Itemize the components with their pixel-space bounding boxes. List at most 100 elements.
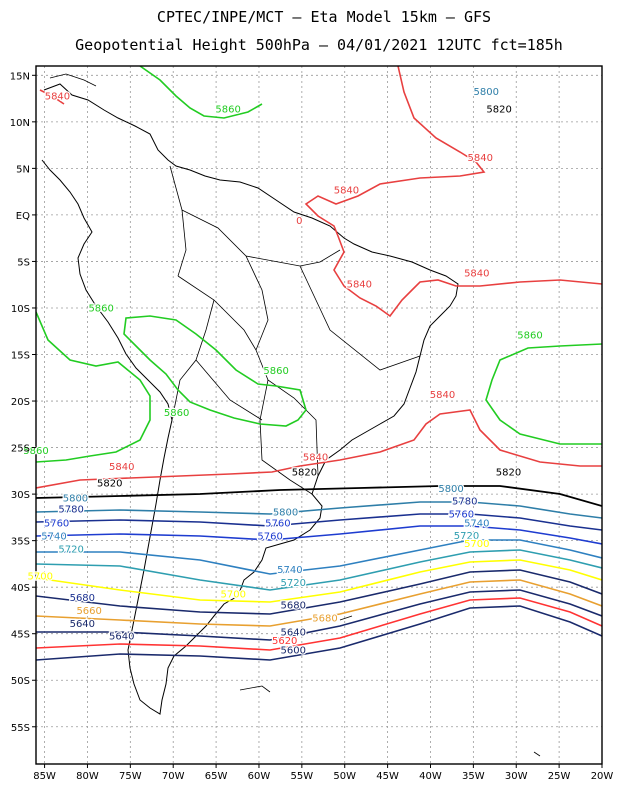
contour-label: 5800 (273, 508, 298, 519)
contour-label: 5860 (88, 304, 113, 315)
contour-label: 5840 (109, 462, 134, 473)
contour-label: 5740 (277, 565, 302, 576)
contour-label: 5860 (164, 408, 189, 419)
contour-label: 5700 (464, 539, 489, 550)
contour-label: 5860 (263, 366, 288, 377)
latitude-tick-label: 55S (11, 723, 30, 734)
longitude-tick-label: 20W (591, 771, 614, 782)
contour-label: 5840 (467, 153, 492, 164)
latitude-tick-label: 5S (17, 257, 30, 268)
contour-label: 5680 (70, 593, 95, 604)
longitude-tick-label: 85W (33, 771, 56, 782)
contour-label: 5760 (257, 532, 282, 543)
contour-label: 5840 (464, 268, 489, 279)
contour-label: 5640 (109, 631, 134, 642)
latitude-tick-label: 25S (11, 444, 30, 455)
contour-labels: 5840 5860 5800 5820 5840 5840 0 5840 5840 5860 586… (22, 86, 544, 658)
contour-label: 5700 (221, 589, 246, 600)
contour-label: 5860 (215, 105, 240, 116)
country-borders (169, 165, 421, 495)
contour-label: 5780 (452, 496, 477, 507)
contour-5860-north (139, 66, 263, 119)
contour-5600 (36, 605, 602, 661)
plot-area: 5840 5860 5800 5820 5840 5840 0 5840 5840 5860 586… (10, 65, 613, 782)
contour-label: 5740 (464, 519, 489, 530)
contour-label: 5720 (58, 545, 83, 556)
contour-5780 (36, 513, 602, 531)
latitude-tick-label: 10S (11, 304, 30, 315)
contour-5620 (36, 597, 602, 651)
longitude-tick-label: 45W (376, 771, 399, 782)
latitude-tick-label: 20S (11, 397, 30, 408)
contour-5640 (36, 589, 602, 641)
contour-5840-south (36, 409, 602, 489)
longitude-tick-label: 80W (76, 771, 99, 782)
longitude-tick-label: 65W (205, 771, 228, 782)
contour-5820 (36, 485, 602, 507)
contour-5840-northeast (304, 66, 602, 318)
latitude-tick-label: 10N (10, 118, 30, 129)
contour-label: 5820 (496, 467, 521, 478)
latitude-axis: 15N 10N 5N EQ 5S 10S 15S 20S 25S 30S 35S 40S 45S 50S 5… (10, 71, 36, 734)
contour-5760 (36, 525, 602, 545)
contour-label: 5640 (281, 628, 306, 639)
contour-label: 5800 (438, 484, 463, 495)
contour-5860-east (485, 343, 602, 445)
contour-5840-west (39, 89, 65, 105)
contour-5800 (36, 501, 602, 519)
longitude-tick-label: 25W (548, 771, 571, 782)
contour-5720 (36, 549, 602, 591)
contour-5740 (36, 539, 602, 575)
latitude-tick-label: 35S (11, 537, 30, 548)
contour-5860-central (36, 311, 151, 463)
contour-label: 5720 (281, 578, 306, 589)
longitude-tick-label: 75W (119, 771, 142, 782)
contour-5860-inner (123, 315, 307, 427)
coastline (41, 83, 459, 715)
longitude-tick-label: 40W (419, 771, 442, 782)
contour-label: 5760 (44, 519, 69, 530)
contour-label: 0 (296, 216, 302, 227)
contour-label: 5840 (45, 92, 70, 103)
contour-label: 5780 (58, 505, 83, 516)
contour-label: 5680 (281, 601, 306, 612)
contour-label: 5820 (486, 105, 511, 116)
contour-label: 5860 (23, 446, 48, 457)
contour-label: 5620 (272, 636, 297, 647)
contour-label: 5680 (312, 614, 337, 625)
contour-label: 5840 (334, 186, 359, 197)
contour-label: 5800 (474, 87, 499, 98)
graticule (36, 66, 603, 764)
longitude-tick-label: 50W (333, 771, 356, 782)
longitude-tick-label: 55W (291, 771, 314, 782)
contour-label: 5760 (449, 509, 474, 520)
contour-5680 (36, 569, 602, 615)
contour-label: 5600 (281, 645, 306, 656)
latitude-tick-label: 15N (10, 71, 30, 82)
latitude-tick-label: 50S (11, 676, 30, 687)
contour-label: 5840 (347, 279, 372, 290)
latitude-tick-label: 40S (11, 583, 30, 594)
contour-label: 5820 (292, 467, 317, 478)
contour-label: 5760 (265, 519, 290, 530)
longitude-axis: 85W 80W 75W 70W 65W 60W 55W 50W 45W 40W 35W 30W 25W 2… (33, 764, 613, 782)
longitude-tick-label: 60W (248, 771, 271, 782)
contour-label: 5840 (430, 390, 455, 401)
contour-label: 5800 (63, 494, 88, 505)
contour-label: 5860 (517, 331, 542, 342)
contour-label: 5640 (70, 619, 95, 630)
latitude-tick-label: EQ (16, 211, 30, 222)
plot-frame (35, 65, 603, 765)
contour-5700 (36, 559, 602, 603)
map-subtitle: Geopotential Height 500hPa – 04/01/2021 … (75, 36, 563, 54)
contour-label: 5820 (97, 479, 122, 490)
latitude-tick-label: 30S (11, 490, 30, 501)
contour-label: 5660 (76, 606, 101, 617)
longitude-tick-label: 30W (505, 771, 528, 782)
islands (49, 73, 541, 757)
map-title: CPTEC/INPE/MCT – Eta Model 15km – GFS (157, 8, 491, 26)
contour-label: 5840 (303, 453, 328, 464)
longitude-tick-label: 35W (462, 771, 485, 782)
longitude-tick-label: 70W (162, 771, 185, 782)
